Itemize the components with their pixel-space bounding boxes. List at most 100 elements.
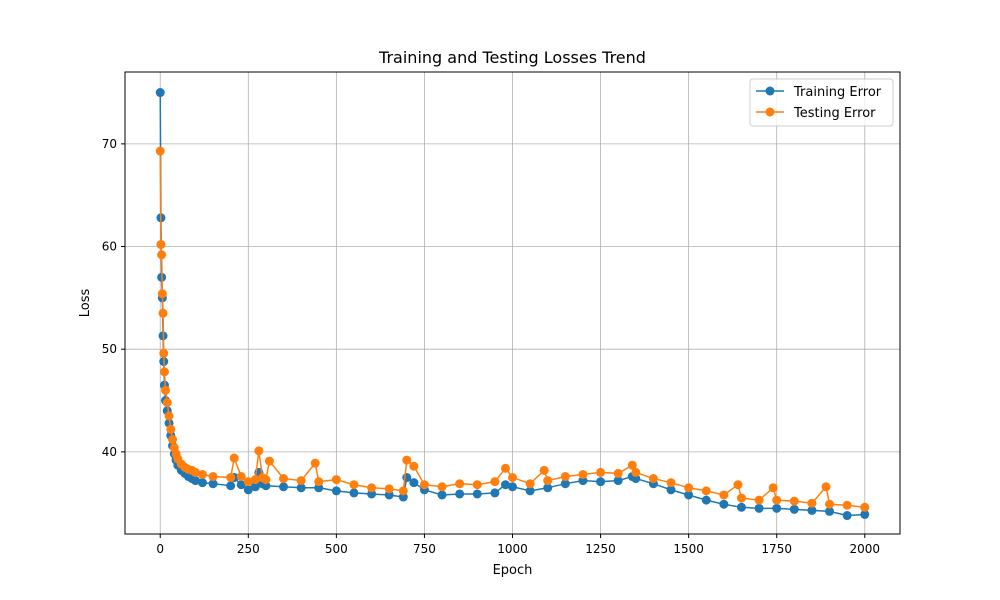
data-point: [310, 458, 320, 468]
data-point: [772, 503, 782, 513]
data-point: [500, 480, 510, 490]
data-point: [860, 509, 870, 519]
data-point: [807, 505, 817, 515]
data-point: [243, 477, 253, 487]
data-point: [789, 504, 799, 514]
data-point: [525, 479, 535, 489]
data-point: [578, 469, 588, 479]
data-point: [684, 483, 694, 493]
legend-label: Testing Error: [793, 106, 876, 121]
data-point: [825, 499, 835, 509]
data-point: [155, 146, 165, 156]
legend: Training Error Testing Error: [749, 78, 894, 127]
data-point: [229, 453, 239, 463]
data-point: [261, 475, 271, 485]
data-point: [398, 486, 408, 496]
ticks: 0 250 500 750 1000 1250 1500 1750 2000 40 50 60 70: [102, 137, 880, 556]
data-point: [578, 476, 588, 486]
chart-title: Training and Testing Losses Trend: [378, 48, 646, 67]
y-tick-label: 70: [102, 137, 117, 151]
data-point: [208, 479, 218, 489]
data-point: [613, 476, 623, 486]
data-point: [398, 492, 408, 502]
legend-label: Training Error: [793, 85, 882, 100]
data-point: [455, 489, 465, 499]
data-point: [254, 446, 264, 456]
data-point: [155, 88, 165, 98]
data-point: [613, 468, 623, 478]
x-tick-label: 1250: [585, 542, 616, 556]
data-point: [166, 424, 176, 434]
data-point: [508, 482, 517, 492]
data-point: [500, 463, 510, 473]
x-tick-label: 250: [237, 542, 260, 556]
data-point: [508, 473, 517, 483]
data-point: [437, 482, 447, 492]
x-tick-label: 750: [413, 542, 436, 556]
data-point: [821, 482, 831, 492]
data-point: [684, 490, 694, 500]
data-point: [736, 502, 746, 512]
y-axis-label: Loss: [78, 289, 93, 318]
data-point: [560, 479, 570, 489]
data-point: [596, 467, 606, 477]
data-point: [198, 469, 207, 479]
data-point: [701, 495, 711, 505]
x-tick-label: 1750: [761, 542, 792, 556]
data-point: [296, 476, 306, 486]
series-layer: [155, 88, 870, 521]
legend-marker: [765, 86, 775, 96]
data-point: [825, 506, 835, 516]
data-point: [631, 467, 641, 477]
data-point: [384, 484, 394, 494]
data-point: [243, 485, 253, 495]
data-point: [208, 472, 218, 482]
series-testing-error: [155, 146, 870, 512]
data-point: [331, 475, 341, 485]
data-point: [539, 465, 549, 475]
data-point: [157, 289, 167, 299]
data-point: [472, 480, 482, 490]
data-point: [314, 477, 324, 487]
y-tick-label: 60: [102, 240, 117, 254]
data-point: [168, 435, 178, 445]
data-point: [349, 488, 359, 498]
x-tick-label: 500: [325, 542, 348, 556]
data-point: [754, 503, 764, 513]
data-point: [159, 348, 169, 358]
data-point: [157, 250, 167, 260]
data-point: [631, 474, 641, 484]
data-point: [490, 477, 500, 487]
data-point: [807, 498, 817, 508]
data-point: [596, 477, 606, 487]
data-point: [768, 483, 778, 493]
data-point: [543, 483, 553, 493]
data-point: [261, 481, 271, 491]
data-point: [648, 474, 658, 484]
data-point: [236, 472, 246, 482]
x-axis-label: Epoch: [493, 563, 533, 578]
data-point: [367, 489, 377, 499]
data-point: [842, 500, 852, 510]
data-point: [666, 485, 676, 495]
data-point: [789, 496, 799, 506]
x-tick-label: 0: [156, 542, 164, 556]
data-point: [162, 398, 172, 408]
data-point: [264, 456, 274, 466]
data-point: [455, 479, 465, 489]
data-point: [159, 367, 169, 377]
data-point: [164, 411, 174, 421]
data-point: [490, 488, 500, 498]
y-tick-label: 40: [102, 445, 117, 459]
grid: [125, 72, 900, 534]
data-point: [331, 486, 341, 496]
data-point: [279, 482, 289, 492]
x-tick-label: 1500: [673, 542, 704, 556]
data-point: [349, 480, 359, 490]
data-point: [719, 499, 729, 509]
data-point: [627, 460, 637, 470]
data-point: [409, 461, 419, 471]
data-point: [666, 478, 676, 488]
data-point: [296, 483, 306, 493]
data-point: [226, 473, 236, 483]
